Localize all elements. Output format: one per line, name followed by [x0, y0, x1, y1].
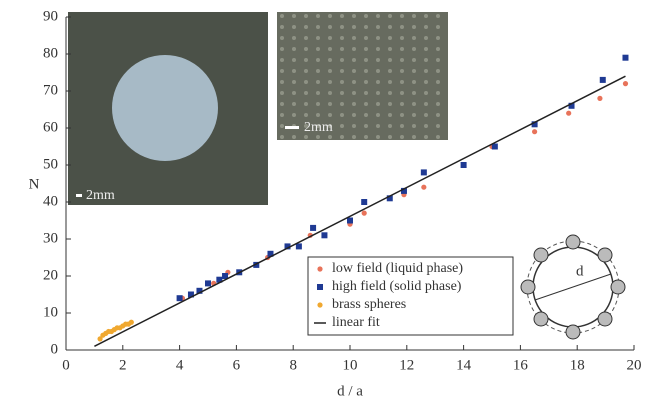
y-tick-label: 20: [43, 267, 58, 283]
y-tick-label: 80: [43, 45, 58, 61]
legend-label: brass spheres: [332, 297, 406, 312]
y-tick-label: 90: [43, 8, 58, 24]
y-tick-label: 0: [51, 341, 59, 357]
point: [267, 250, 274, 257]
y-tick-label: 40: [43, 193, 58, 209]
point: [622, 81, 629, 87]
x-tick-label: 16: [513, 357, 529, 373]
y-tick-label: 10: [43, 304, 58, 320]
point: [176, 295, 183, 302]
inset-pattern: [277, 12, 448, 140]
scale-text: 2mm: [304, 120, 333, 135]
diagram-label: d: [576, 263, 584, 279]
x-tick-label: 18: [570, 357, 585, 373]
x-tick-label: 2: [119, 357, 127, 373]
point: [532, 129, 538, 135]
legend-swatch: [317, 266, 323, 272]
point: [216, 276, 223, 283]
point: [295, 243, 302, 250]
point: [460, 162, 467, 168]
point: [386, 195, 393, 202]
point: [187, 291, 194, 298]
point: [222, 273, 229, 279]
legend-swatch: [317, 284, 323, 290]
legend-box: [307, 256, 514, 336]
legend-label: linear fit: [332, 315, 380, 330]
x-axis-label: d / a: [337, 383, 363, 399]
x-tick-label: 14: [456, 357, 472, 373]
point: [321, 232, 328, 239]
point: [491, 143, 498, 150]
x-tick-label: 0: [62, 357, 70, 373]
x-tick-label: 8: [289, 357, 297, 373]
point: [568, 102, 575, 109]
point: [284, 243, 291, 250]
point: [566, 110, 572, 116]
y-tick-label: 60: [43, 119, 58, 135]
point: [400, 187, 407, 194]
point: [97, 336, 103, 342]
scale-bar: [76, 194, 82, 197]
point: [310, 224, 317, 231]
x-tick-label: 6: [233, 357, 241, 373]
fit-line: [94, 75, 626, 347]
point: [128, 319, 134, 325]
x-tick-label: 20: [627, 357, 642, 373]
point: [599, 76, 606, 83]
legend-swatch: [317, 302, 323, 308]
point: [347, 217, 353, 224]
point: [531, 121, 538, 128]
point: [421, 184, 427, 190]
scale-bar: [285, 126, 299, 129]
y-tick-label: 30: [43, 230, 58, 246]
point: [253, 261, 260, 268]
scale-text: 2mm: [86, 188, 115, 203]
point: [597, 95, 603, 101]
ring-diagram: [520, 234, 626, 340]
point: [622, 54, 629, 61]
x-tick-label: 12: [399, 357, 414, 373]
y-tick-label: 50: [43, 156, 58, 172]
point: [205, 280, 211, 287]
x-tick-label: 4: [176, 357, 184, 373]
point: [361, 199, 368, 205]
y-tick-label: 70: [43, 82, 58, 98]
x-tick-label: 10: [343, 357, 358, 373]
point: [420, 169, 427, 176]
point: [361, 210, 367, 216]
legend-label: high field (solid phase): [332, 279, 462, 294]
legend-label: low field (liquid phase): [332, 261, 463, 276]
inset-disk: [112, 55, 218, 161]
y-axis-label: N: [29, 176, 40, 192]
point: [196, 287, 203, 294]
